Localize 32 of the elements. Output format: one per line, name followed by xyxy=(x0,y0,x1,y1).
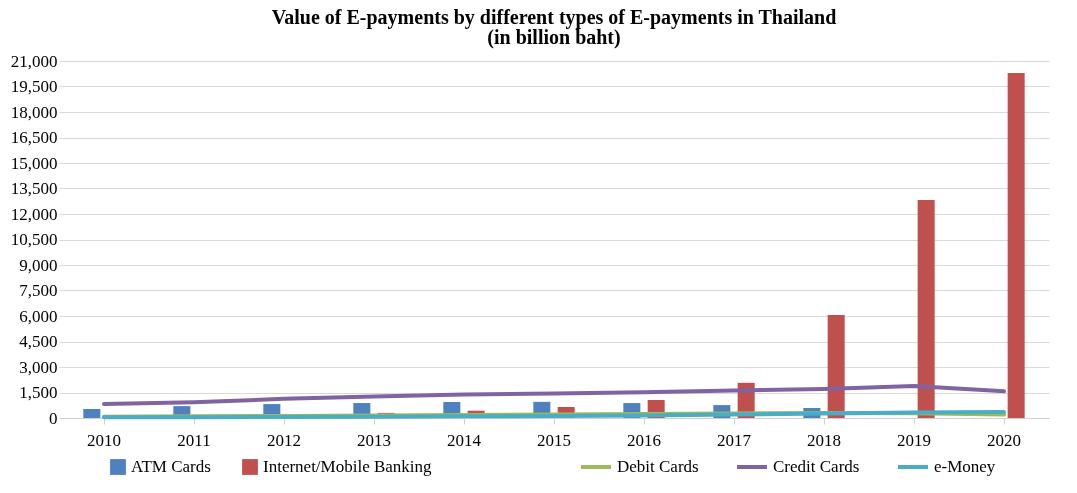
y-tick-label: 0 xyxy=(49,408,58,428)
x-tick-label: 2018 xyxy=(807,430,841,450)
legend-label: Credit Cards xyxy=(773,457,860,476)
y-tick-label: 21,000 xyxy=(10,51,58,71)
y-tick-label: 16,500 xyxy=(10,128,58,147)
y-tick-label: 13,500 xyxy=(10,179,58,198)
y-tick-label: 9,000 xyxy=(19,255,58,275)
y-tick-label: 4,500 xyxy=(19,332,58,351)
y-tick-label: 19,500 xyxy=(10,77,58,96)
y-tick-label: 1,500 xyxy=(19,383,58,402)
legend-label: ATM Cards xyxy=(131,457,211,476)
y-tick-label: 12,000 xyxy=(10,204,58,224)
x-tick-label: 2020 xyxy=(987,430,1021,450)
y-tick-label: 6,000 xyxy=(19,306,58,326)
x-tick-label: 2011 xyxy=(177,430,211,450)
y-tick-label: 3,000 xyxy=(19,357,58,377)
legend-label: Internet/Mobile Banking xyxy=(263,457,433,476)
x-tick-label: 2013 xyxy=(357,430,391,450)
y-tick-label: 15,000 xyxy=(10,153,58,173)
y-tick-label: 10,500 xyxy=(10,230,58,249)
x-tick-label: 2016 xyxy=(627,430,661,450)
x-tick-label: 2017 xyxy=(717,430,752,450)
x-tick-label: 2010 xyxy=(87,430,121,450)
chart-title: Value of E-payments by different types of E-payments in Thailand xyxy=(271,6,837,29)
x-tick-label: 2014 xyxy=(447,430,482,450)
y-tick-label: 7,500 xyxy=(19,281,58,300)
legend-label: e-Money xyxy=(934,457,996,476)
x-tick-label: 2019 xyxy=(897,430,931,450)
y-tick-label: 18,000 xyxy=(10,102,58,122)
x-tick-label: 2012 xyxy=(267,430,301,450)
legend-label: Debit Cards xyxy=(617,457,699,476)
x-tick-label: 2015 xyxy=(537,430,571,450)
